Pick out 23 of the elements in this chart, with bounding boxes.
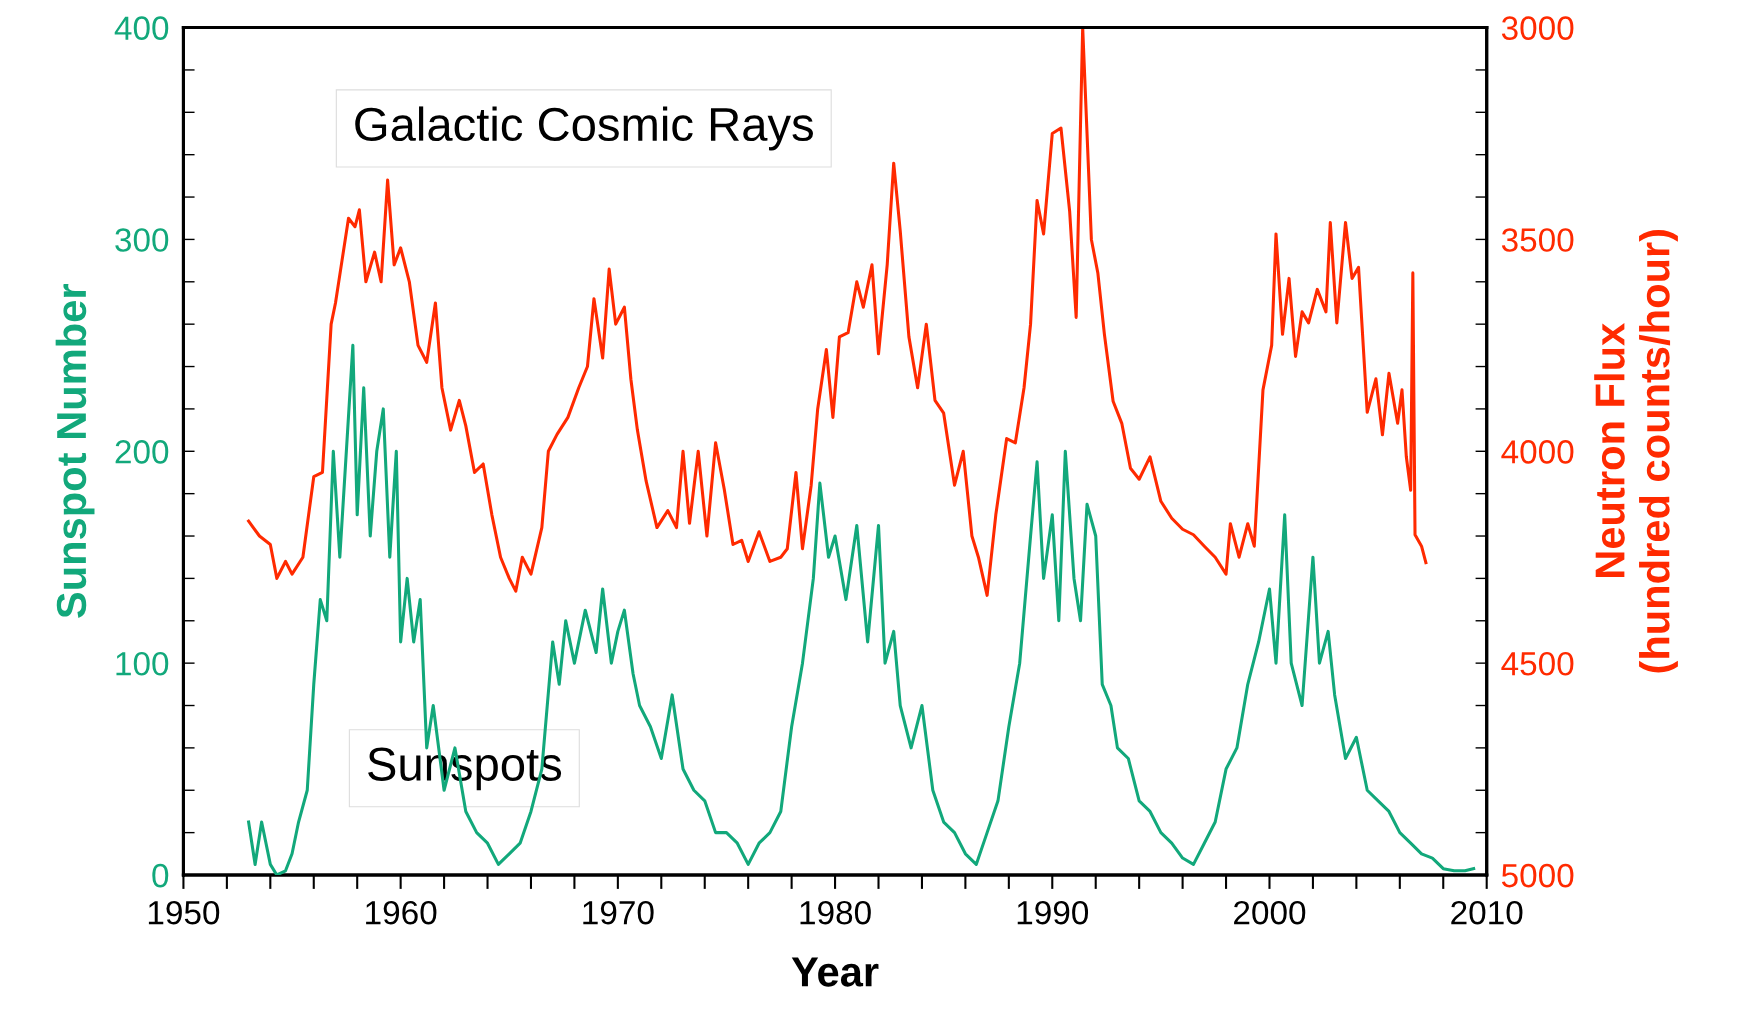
y2-tick-label: 5000 xyxy=(1501,863,1574,888)
line-series xyxy=(247,27,1428,597)
y2-tick-label: 3000 xyxy=(1501,16,1574,40)
x-tick-label: 1950 xyxy=(148,900,220,925)
x-tick-label: 1970 xyxy=(583,900,654,925)
y-tick-label: 100 xyxy=(116,651,169,676)
series-label: Galactic Cosmic Rays xyxy=(355,106,813,151)
y2-tick-label: 4500 xyxy=(1501,651,1574,676)
y2-tick-label: 4000 xyxy=(1501,440,1574,464)
x-tick-label: 2000 xyxy=(1234,900,1306,925)
x-tick-label: 1960 xyxy=(366,900,437,925)
x-axis-title: Year xyxy=(791,957,879,987)
y-tick-label: 200 xyxy=(115,440,169,464)
x-tick-label: 1990 xyxy=(1017,900,1089,925)
y-tick-label: 400 xyxy=(114,16,169,40)
y-axis-title: Sunspot Number xyxy=(55,284,95,618)
x-tick-label: 1980 xyxy=(800,900,871,925)
line-series xyxy=(247,343,1476,875)
y2-tick-label: 3500 xyxy=(1501,228,1574,252)
x-tick-label: 2010 xyxy=(1451,900,1523,925)
y2-axis-title: Neutron Flux (hundred counts/hour) xyxy=(1594,229,1678,673)
y-tick-label: 300 xyxy=(115,228,169,252)
y-tick-label: 0 xyxy=(152,863,169,888)
